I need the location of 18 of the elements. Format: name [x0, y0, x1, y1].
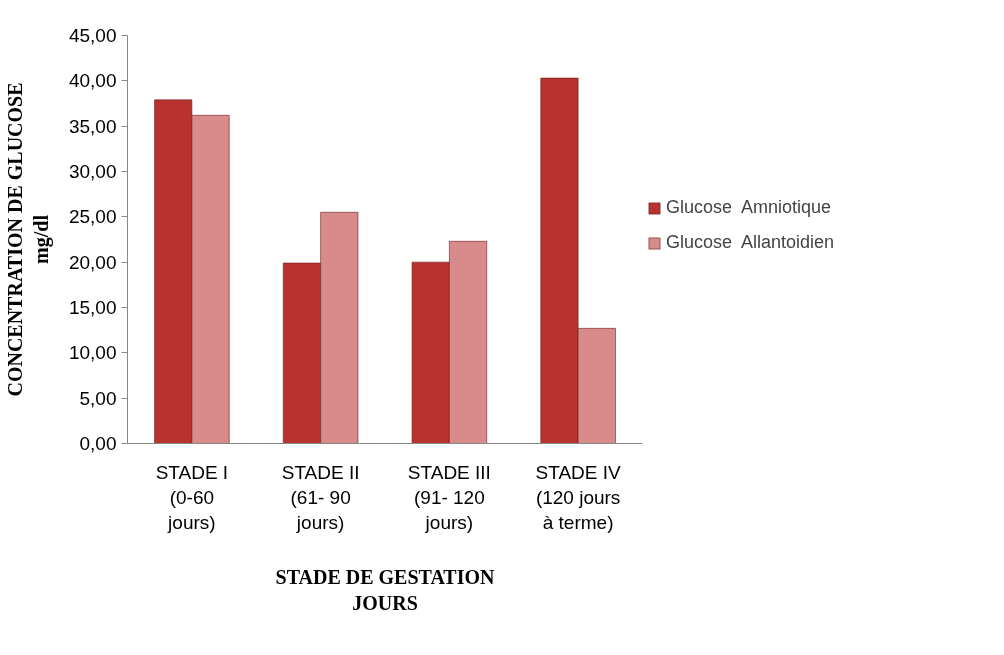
- x-axis-title: STADE DE GESTATION JOURS: [275, 565, 496, 615]
- y-tick-label: 25,00: [68, 206, 117, 228]
- y-tick-label: 40,00: [68, 70, 117, 92]
- y-tick-label: 15,00: [68, 297, 117, 318]
- legend-label: Glucose Amniotique: [666, 197, 832, 218]
- x-tick-label: STADE II (61- 90 jours): [281, 461, 360, 533]
- y-tick-label: 35,00: [68, 115, 117, 137]
- y-tick-label: 20,00: [68, 251, 117, 273]
- y-tick-label: 45,00: [68, 25, 117, 46]
- y-tick-label: 5,00: [79, 387, 117, 409]
- y-tick-label: 10,00: [68, 342, 117, 364]
- y-tick-label: 30,00: [68, 161, 117, 182]
- legend-label: Glucose Allantoidien: [666, 232, 835, 253]
- y-tick-label: 0,00: [79, 433, 117, 454]
- x-tick-label: STADE IV (120 jours à terme): [535, 461, 622, 533]
- x-tick-label: STADE I (0-60 jours): [155, 461, 229, 533]
- x-tick-label: STADE III (91- 120 jours): [407, 461, 491, 533]
- y-axis-title: CONCENTRATION DE GLUCOSE mg/dl: [3, 82, 53, 397]
